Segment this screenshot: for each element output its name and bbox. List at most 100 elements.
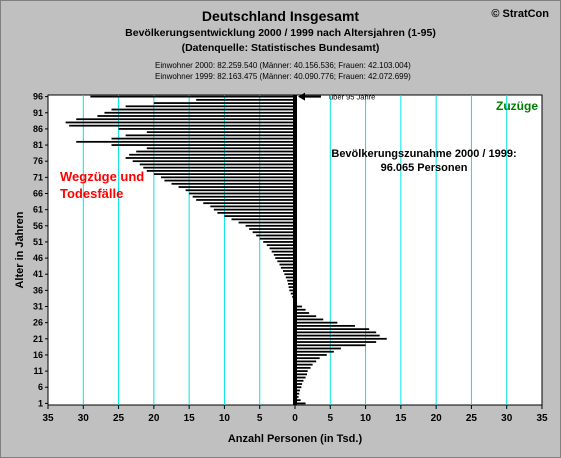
bar-age-92 xyxy=(111,108,295,111)
bar-age-22 xyxy=(295,334,380,337)
summary-line-1: Bevölkerungszunahme 2000 / 1999: xyxy=(331,148,516,160)
bar-age-5 xyxy=(295,389,300,392)
y-tick-label: 56 xyxy=(33,221,43,231)
zero-axis xyxy=(293,95,297,405)
bar-age-88 xyxy=(65,121,296,124)
x-tick-label: 0 xyxy=(292,413,298,424)
bar-age-89 xyxy=(76,118,295,121)
bar-age-91 xyxy=(104,111,295,114)
bar-age-67 xyxy=(185,189,295,192)
bar-age-12 xyxy=(295,366,311,369)
bar-age-94 xyxy=(153,102,295,104)
bar-age-28 xyxy=(295,315,317,318)
bar-age-70 xyxy=(164,179,295,182)
x-tick-label: 5 xyxy=(328,413,334,424)
y-tick-label: 51 xyxy=(33,237,43,247)
x-tick-label: 35 xyxy=(42,413,54,424)
y-tick-label: 86 xyxy=(33,124,43,134)
bar-age-31 xyxy=(295,305,303,308)
bar-age-15 xyxy=(295,357,320,360)
bar-age-40 xyxy=(285,276,295,279)
bar-age-79 xyxy=(136,150,295,153)
x-tick-label: 10 xyxy=(360,413,372,424)
bar-age-66 xyxy=(189,192,295,195)
bar-age-73 xyxy=(146,169,295,172)
wegzuege-label: Wegzüge und xyxy=(60,169,144,184)
bar-age-41 xyxy=(284,273,295,276)
bar-age-85 xyxy=(146,131,295,134)
bar-age-61 xyxy=(213,208,295,211)
bar-age-16 xyxy=(295,354,327,356)
y-tick-label: 11 xyxy=(33,366,43,376)
zuzuege-label: Zuzüge xyxy=(496,99,538,113)
x-tick-label: 25 xyxy=(113,413,125,424)
bar-age-13 xyxy=(295,363,313,366)
y-tick-label: 41 xyxy=(33,269,43,279)
bar-age-9 xyxy=(295,376,306,379)
y-tick-label: 76 xyxy=(33,156,43,166)
bar-age-27 xyxy=(295,318,324,321)
x-tick-label: 30 xyxy=(78,413,90,424)
y-tick-label: 16 xyxy=(33,350,43,360)
bar-age-76 xyxy=(132,160,295,163)
bar-age-38 xyxy=(287,283,295,285)
bar-age-95 xyxy=(196,98,295,101)
bar-age-14 xyxy=(295,360,317,363)
bar-age-10 xyxy=(295,373,307,376)
bar-age-86 xyxy=(118,128,295,130)
y-axis-label: Alter in Jahren xyxy=(14,211,26,288)
bar-age-37 xyxy=(288,286,295,289)
x-tick-label: 10 xyxy=(219,413,231,424)
bar-age-44 xyxy=(279,263,295,266)
x-tick-label: 30 xyxy=(501,413,513,424)
bar-age-58 xyxy=(231,218,295,221)
todesfaelle-label: Todesfälle xyxy=(60,186,123,201)
bar-age-75 xyxy=(139,163,295,166)
bar-age-35 xyxy=(290,292,295,295)
bar-age-6 xyxy=(295,386,302,389)
bar-age-19 xyxy=(295,344,366,347)
bar-age-46 xyxy=(275,257,295,259)
x-tick-label: 20 xyxy=(148,413,160,424)
population-1999: Einwohner 1999: 82.163.475 (Männer: 40.0… xyxy=(155,72,411,81)
y-tick-label: 36 xyxy=(33,285,43,295)
bar-age-77 xyxy=(125,157,295,159)
bar-age-80 xyxy=(146,147,295,150)
y-tick-label: 66 xyxy=(33,188,43,198)
bar-age-55 xyxy=(249,228,295,230)
bar-age-96 xyxy=(90,95,295,98)
bar-age-71 xyxy=(160,176,295,179)
bar-age-74 xyxy=(143,166,295,169)
bar-age-62 xyxy=(210,205,295,208)
bar-age-51 xyxy=(263,241,295,243)
bar-age-93 xyxy=(125,105,295,108)
bar-age-50 xyxy=(266,244,295,247)
bar-age-82 xyxy=(76,140,295,143)
bar-age-29 xyxy=(295,312,310,314)
x-tick-label: 5 xyxy=(257,413,263,424)
x-axis-label: Anzahl Personen (in Tsd.) xyxy=(228,433,363,445)
bar-age-48 xyxy=(271,250,295,253)
bar-age-53 xyxy=(256,234,295,237)
x-tick-label: 25 xyxy=(466,413,478,424)
bar-age-49 xyxy=(269,247,295,250)
bar-age-11 xyxy=(295,370,308,372)
population-2000: Einwohner 2000: 82.259.540 (Männer: 40.1… xyxy=(155,61,411,70)
y-tick-label: 1 xyxy=(38,398,43,408)
brand-label: © StratCon xyxy=(491,8,549,20)
bar-age-23 xyxy=(295,331,377,334)
bar-age-56 xyxy=(245,224,295,227)
y-tick-label: 61 xyxy=(33,205,43,215)
chart-title: Deutschland Insgesamt xyxy=(201,8,360,24)
y-tick-label: 31 xyxy=(33,302,43,312)
x-tick-label: 35 xyxy=(536,413,548,424)
bar-age-4 xyxy=(295,392,300,395)
bar-age-69 xyxy=(171,182,295,185)
bar-age-30 xyxy=(295,308,306,311)
bar-age-81 xyxy=(111,144,295,146)
arrow-label: über 95 Jahre xyxy=(329,93,375,102)
bar-age-25 xyxy=(295,324,355,327)
chart-subtitle: Bevölkerungsentwicklung 2000 / 1999 nach… xyxy=(125,27,436,39)
bar-age-59 xyxy=(224,215,295,217)
bar-age-72 xyxy=(153,173,295,176)
